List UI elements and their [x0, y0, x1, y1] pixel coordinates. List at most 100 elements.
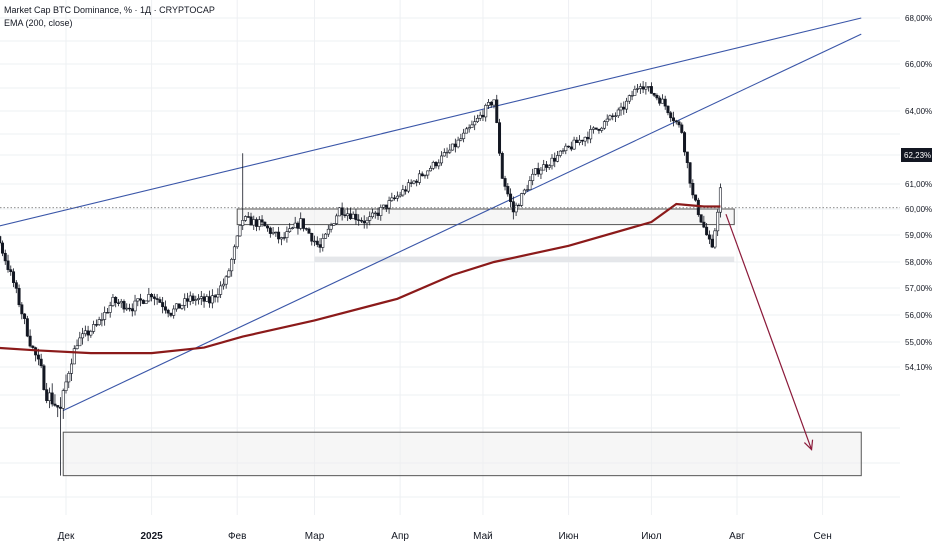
candle-body-156	[379, 207, 383, 216]
candle-body-229	[580, 139, 584, 142]
candle-body-252	[644, 86, 648, 90]
candle-body-185	[459, 138, 463, 141]
candle-body-278	[716, 211, 720, 232]
candle-body-260	[666, 105, 670, 114]
candle-body-63	[122, 301, 126, 310]
candle-body-73	[150, 294, 154, 298]
candle-body-251	[641, 86, 645, 90]
candle-body-112	[257, 219, 261, 227]
candle-body-128	[301, 218, 305, 229]
candle-body-96	[213, 295, 217, 298]
candle-body-264	[677, 121, 681, 126]
candle-body-130	[307, 228, 311, 234]
candle-body-238	[605, 118, 609, 122]
candle-body-263	[674, 120, 678, 123]
candle-body-212	[533, 168, 537, 175]
candle-body-153	[371, 212, 375, 218]
candle-body-174	[428, 167, 432, 172]
candle-body-106	[241, 220, 245, 226]
x-tick-label-1: 2025	[140, 531, 163, 542]
candle-body-59	[111, 296, 115, 306]
candle-body-149	[359, 220, 363, 222]
candle-body-22	[9, 269, 13, 272]
candle-body-233	[591, 127, 595, 130]
candle-body-49	[83, 330, 87, 335]
candle-body-122	[285, 231, 289, 238]
candle-body-227	[575, 139, 579, 143]
x-tick-label-6: Июн	[558, 531, 578, 542]
candle-body-34	[42, 365, 46, 390]
candle-body-98	[219, 285, 223, 295]
candle-body-19	[0, 242, 4, 254]
candle-body-173	[426, 170, 430, 176]
candle-body-259	[663, 98, 667, 107]
candle-body-234	[594, 127, 598, 130]
candle-body-61	[116, 302, 120, 304]
candle-body-268	[688, 162, 692, 184]
candle-body-244	[622, 106, 626, 110]
chart-legend: Market Cap BTC Dominance, % · 1Д · CRYPT…	[4, 4, 215, 30]
candle-body-236	[600, 127, 604, 131]
candle-body-175	[431, 162, 435, 169]
y-axis[interactable]: 68,00% 66,00% 64,00% 61,00% 60,00% 59,00% 58,0…	[901, 14, 932, 372]
candle-body-66	[130, 308, 134, 312]
candle-body-62	[119, 301, 123, 304]
candle-body-119	[277, 231, 281, 240]
candle-body-30	[31, 345, 35, 348]
y-tick-label-8: 56,00%	[905, 311, 932, 320]
candle-body-254	[649, 86, 653, 94]
candle-body-209	[525, 189, 529, 191]
candle-body-272	[699, 214, 703, 223]
candle-body-95	[210, 295, 214, 304]
candle-body-92	[202, 296, 206, 302]
candle-body-84	[180, 305, 184, 309]
candle-body-102	[230, 259, 234, 272]
candle-body-186	[462, 132, 466, 139]
candle-body-253	[647, 86, 651, 88]
candle-body-267	[685, 151, 689, 163]
candle-body-200	[500, 152, 504, 179]
candle-body-109	[249, 216, 253, 226]
candle-body-100	[224, 276, 228, 285]
candle-body-55	[100, 319, 104, 321]
candle-body-129	[304, 228, 308, 230]
candle-body-110	[252, 219, 256, 226]
candle-body-237	[602, 121, 606, 129]
candle-body-86	[185, 298, 189, 302]
candle-body-189	[470, 124, 474, 128]
candle-body-262	[671, 117, 675, 122]
candle-body-197	[492, 99, 496, 106]
candle-body-99	[221, 283, 225, 287]
candle-body-42	[64, 381, 68, 391]
candle-body-105	[238, 225, 242, 237]
candle-body-67	[133, 300, 137, 312]
candle-body-247	[630, 95, 634, 97]
candle-body-198	[495, 99, 499, 123]
candle-body-221	[558, 150, 562, 156]
candle-body-219	[553, 157, 557, 162]
candle-body-214	[539, 169, 543, 175]
x-tick-label-3: Мар	[305, 531, 325, 542]
candle-body-41	[61, 390, 65, 409]
projection-arrow-shaft	[725, 213, 813, 450]
candle-body-97	[216, 294, 220, 298]
candle-body-210	[528, 180, 532, 190]
candle-body-270	[694, 194, 698, 201]
candle-body-89	[194, 299, 198, 301]
candle-body-18	[0, 236, 2, 244]
candle-body-91	[199, 296, 203, 299]
candle-body-21	[6, 260, 10, 270]
candle-body-220	[556, 155, 560, 162]
candle-body-36	[47, 392, 51, 401]
candle-body-56	[103, 312, 107, 320]
candle-body-116	[268, 227, 272, 234]
x-axis[interactable]: Дек 2025 Фев Мар Апр Май Июн Июл Авг Сен	[58, 531, 832, 542]
candle-body-245	[625, 100, 629, 110]
candle-body-25	[17, 288, 21, 306]
candle-body-46	[75, 345, 79, 350]
y-tick-label-1: 66,00%	[905, 60, 932, 69]
candle-body-126	[296, 222, 300, 229]
candle-body-179	[442, 152, 446, 157]
candle-body-182	[451, 143, 455, 151]
